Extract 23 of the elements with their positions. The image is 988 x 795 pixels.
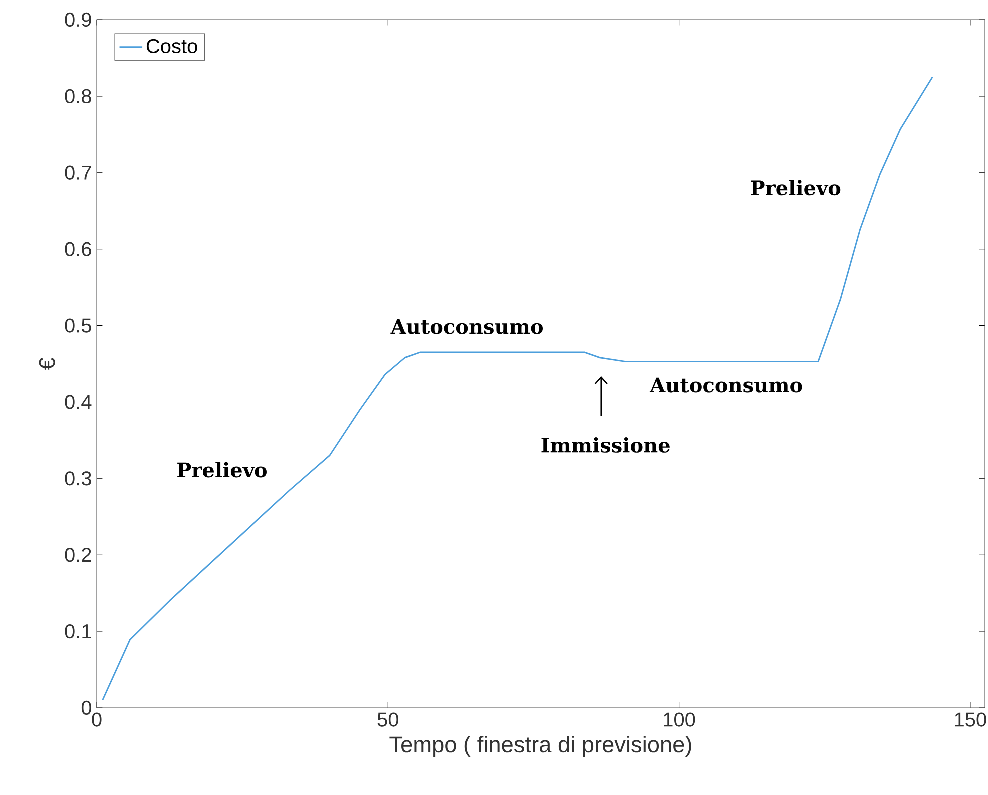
line-series <box>102 76 934 702</box>
annotation: Autoconsumo <box>650 378 802 393</box>
y-tick-label: 0.7 <box>65 166 92 180</box>
y-tick-label: 0.6 <box>65 242 92 256</box>
annotation: Immissione <box>542 437 670 453</box>
y-tick-label: 0.5 <box>65 318 92 333</box>
x-tick-label: 0 <box>92 712 102 727</box>
y-tick-label: 0.3 <box>65 472 92 486</box>
y-tick-label: 0.1 <box>65 624 92 639</box>
y-tick-label: 0.4 <box>65 395 92 410</box>
y-axis-title: € <box>39 358 56 370</box>
x-tick-label: 100 <box>664 712 696 727</box>
y-tick-label: 0.2 <box>65 548 92 562</box>
annotation: Prelievo <box>178 462 267 478</box>
y-tick-label: 0 <box>82 700 92 716</box>
legend-label: Costo <box>146 39 198 54</box>
x-tick-label: 150 <box>955 712 986 727</box>
annotation: Autoconsumo <box>390 319 543 334</box>
y-tick-label: 0.8 <box>65 89 92 104</box>
x-tick-label: 50 <box>378 712 398 727</box>
annotation: Prelievo <box>751 180 841 196</box>
y-tick-label: 0.9 <box>65 12 92 28</box>
x-axis-title: Tempo ( finestra di previsione) <box>390 736 692 758</box>
